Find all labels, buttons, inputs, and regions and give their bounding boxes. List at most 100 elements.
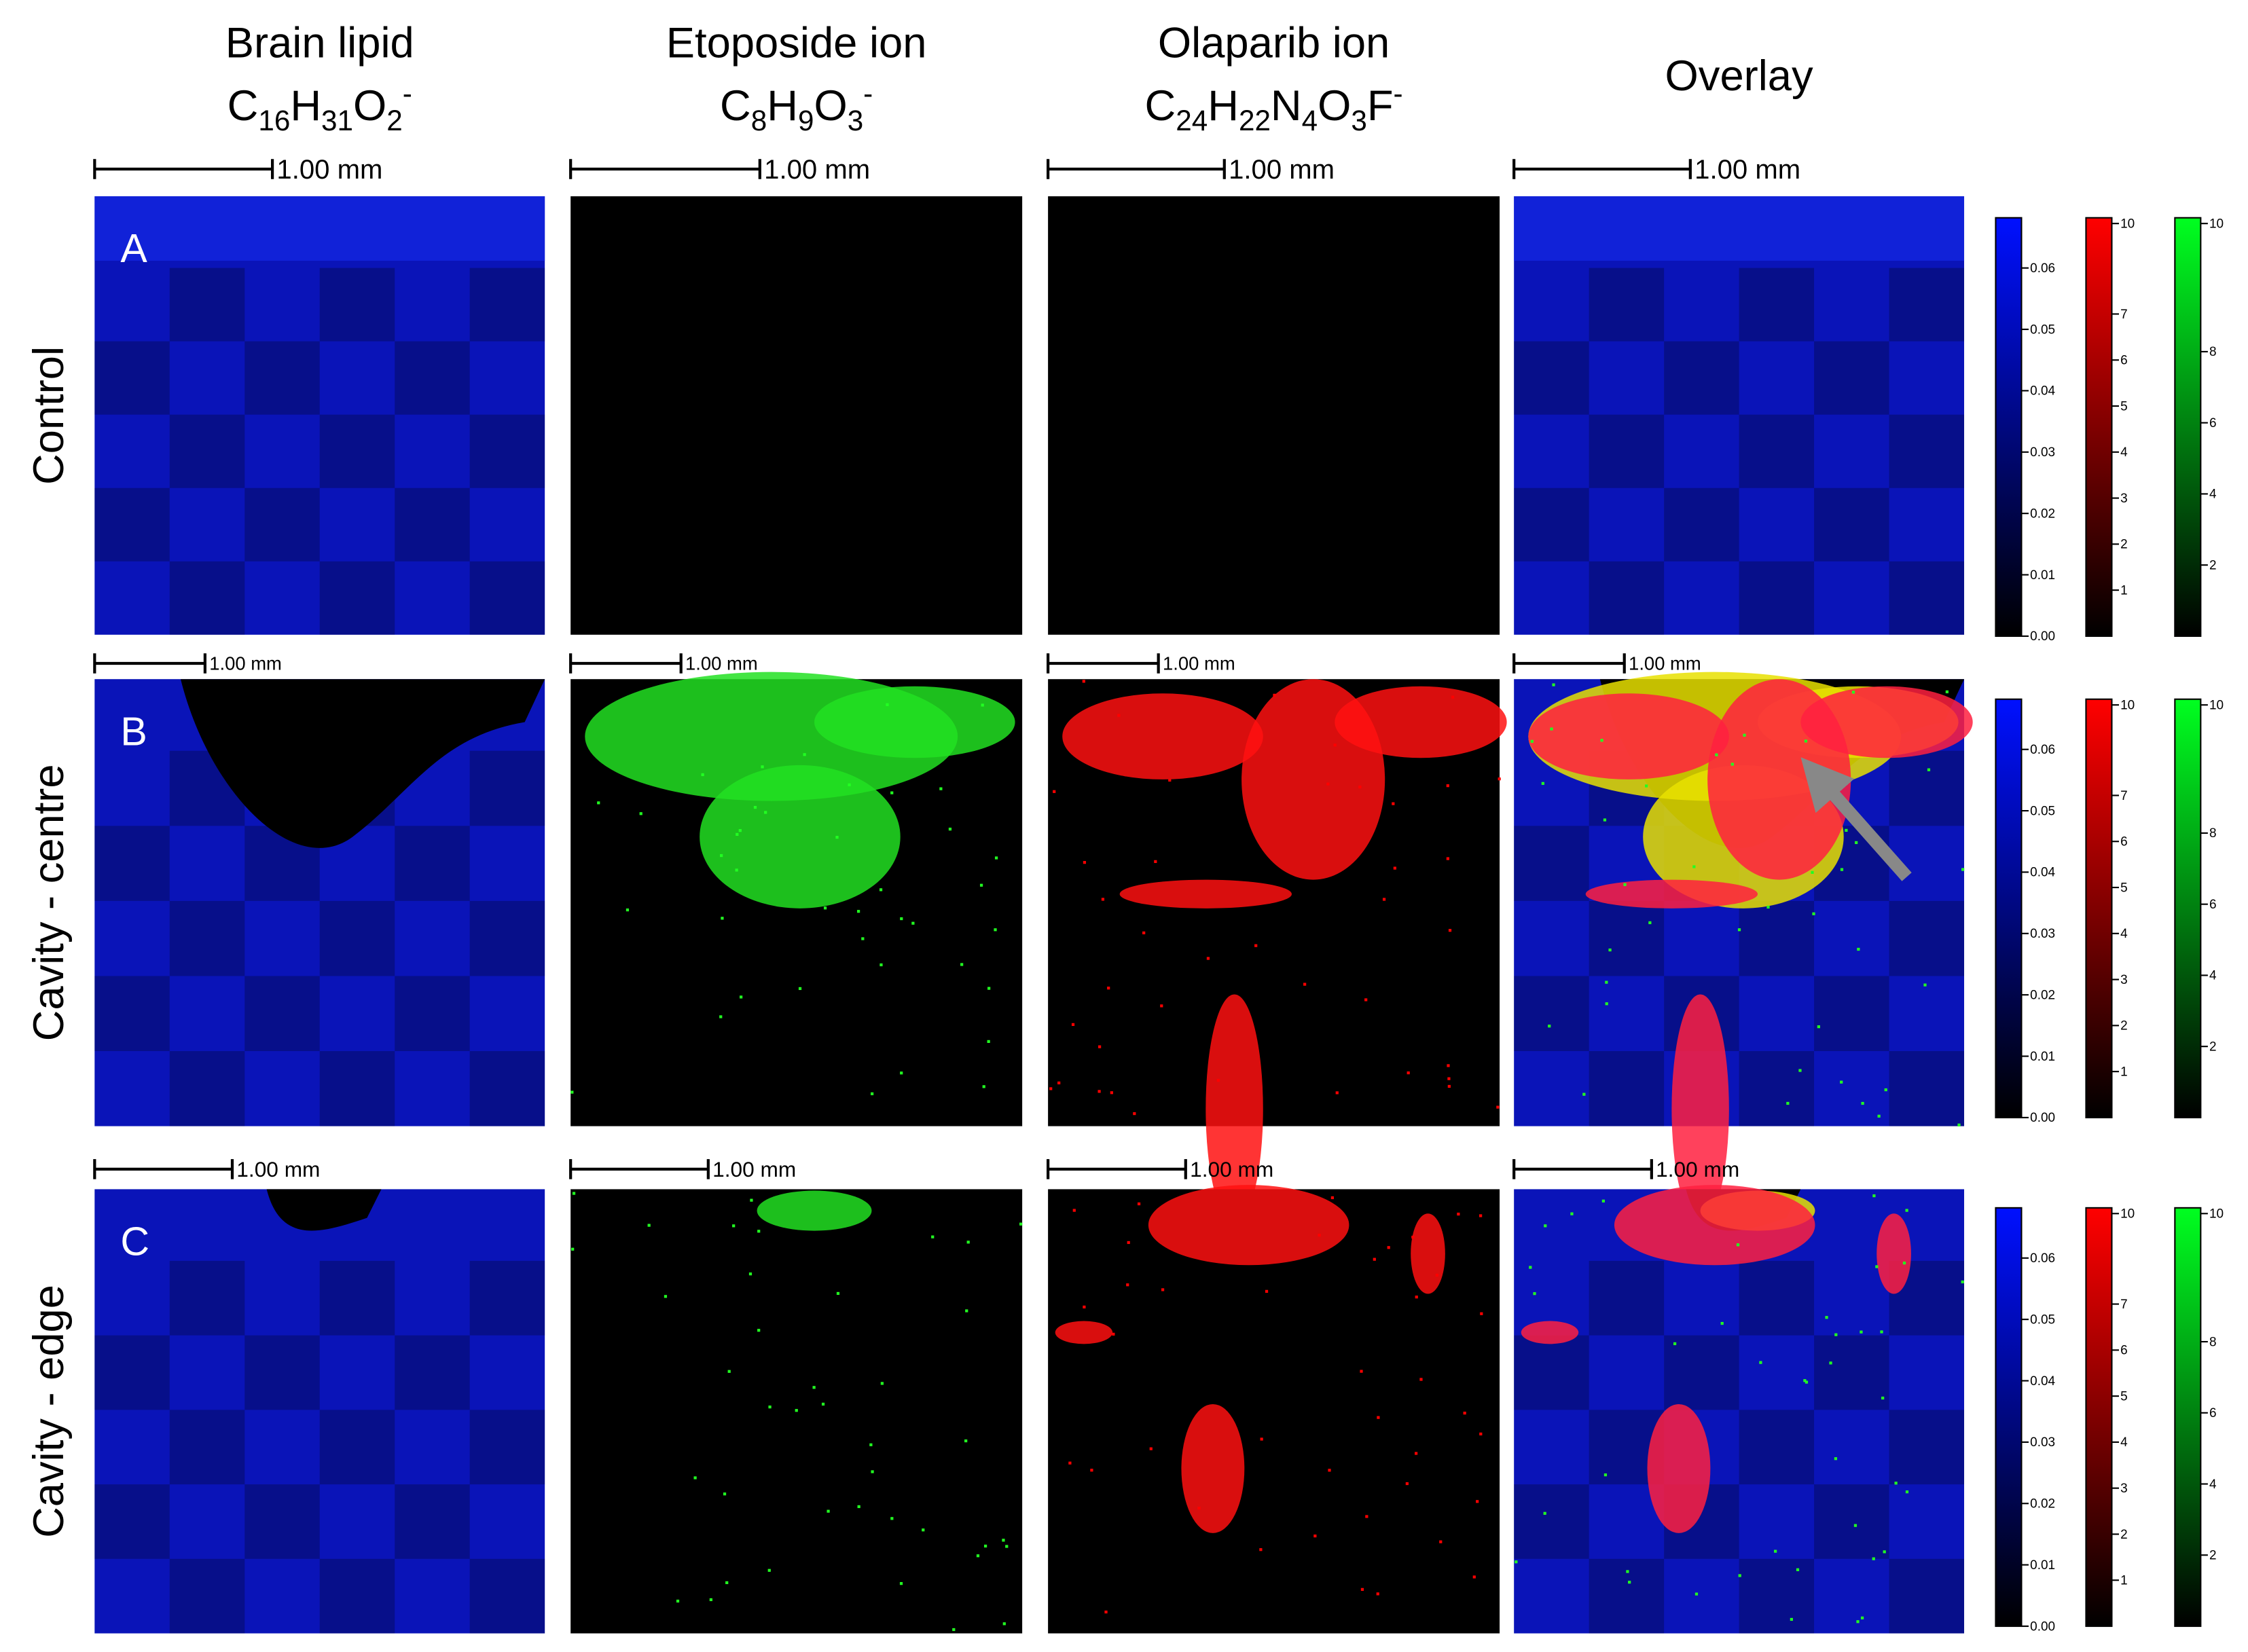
tile (1889, 1051, 1965, 1126)
signal-dot (1435, 1273, 1438, 1277)
tile (395, 341, 470, 415)
signal-dot (1817, 1025, 1820, 1029)
panel-letter: C (120, 1219, 149, 1264)
element-symbol: O (353, 82, 386, 130)
tile (395, 826, 470, 901)
signal-dot (1358, 785, 1362, 789)
element-symbol: H (767, 82, 798, 130)
tile (1889, 900, 1965, 976)
signal-dot (879, 888, 883, 892)
signal-dot (1479, 1214, 1483, 1217)
tile (1589, 268, 1665, 342)
tile (94, 1335, 170, 1410)
signal-dot (732, 1224, 736, 1228)
row-label: Cavity - centre (25, 764, 73, 1041)
signal-dot (1552, 683, 1555, 686)
signal-blob (1055, 1321, 1113, 1344)
signal-dot (1104, 1610, 1108, 1614)
signal-blob (1205, 994, 1263, 1224)
tile (319, 1410, 395, 1485)
signal-dot (1529, 1266, 1532, 1269)
element-count: 16 (258, 105, 290, 136)
signal-dot (1543, 1511, 1546, 1515)
signal-dot (1448, 929, 1452, 932)
colorbar-label: 7 (2120, 308, 2128, 322)
bright-band (94, 196, 545, 261)
signal-blob (814, 686, 1015, 758)
signal-blob (1585, 879, 1758, 908)
colorbar-label: 3 (2120, 1482, 2128, 1496)
colorbar-label: 0.01 (2030, 1050, 2055, 1064)
colorbar-label: 0.04 (2030, 1374, 2055, 1389)
image-panel (570, 196, 1023, 635)
colorbar-label: 5 (2120, 881, 2128, 895)
charge: - (863, 77, 873, 109)
tile (1889, 268, 1965, 342)
image-panel (1048, 1185, 1500, 1634)
signal-dot (1601, 1199, 1606, 1203)
tile (1664, 1335, 1739, 1410)
signal-dot (1737, 928, 1741, 932)
colorbar-label: 1 (2120, 1065, 2128, 1079)
signal-dot (798, 987, 802, 991)
tile (1739, 1558, 1815, 1634)
signal-dot (1333, 744, 1337, 747)
signal-dot (1730, 763, 1734, 766)
panel-letter: B (120, 709, 147, 754)
signal-dot (1905, 1209, 1908, 1212)
signal-blob (1119, 879, 1292, 908)
colorbar-label: 0.05 (2030, 1313, 2055, 1327)
signal-dot (1019, 1222, 1023, 1226)
element-count: 24 (1176, 105, 1208, 136)
signal-dot (982, 1085, 985, 1088)
signal-dot (981, 703, 984, 707)
signal-dot (761, 765, 764, 769)
element-count: 4 (1302, 105, 1318, 136)
colorbar-label: 10 (2209, 217, 2224, 232)
signal-dot (1694, 1592, 1699, 1596)
signal-dot (1254, 944, 1258, 947)
colorbar (1995, 1207, 2023, 1628)
signal-dot (1112, 1332, 1115, 1336)
signal-dot (1107, 987, 1110, 990)
signal-dot (748, 1272, 753, 1276)
signal-dot (1855, 841, 1858, 845)
signal-dot (1860, 1616, 1864, 1619)
colorbar-label: 6 (2209, 416, 2217, 430)
tile (169, 1410, 245, 1485)
colorbar-label: 0.06 (2030, 743, 2055, 757)
signal-dot (1845, 828, 1848, 832)
colorbar (2085, 698, 2113, 1118)
signal-dot (900, 917, 903, 921)
colorbar-label: 4 (2209, 488, 2217, 502)
signal-blob (1528, 693, 1729, 779)
element-count: 3 (1351, 105, 1366, 136)
tile (94, 341, 170, 415)
colorbar-label: 5 (2120, 399, 2128, 414)
colorbar-label: 0.03 (2030, 1435, 2055, 1450)
signal-dot (911, 921, 915, 925)
cavity (266, 1189, 382, 1231)
signal-dot (626, 908, 630, 912)
signal-dot (1628, 1581, 1631, 1584)
signal-dot (856, 910, 860, 913)
tile (244, 488, 320, 562)
element-symbol: N (1271, 82, 1302, 130)
signal-dot (757, 1329, 761, 1332)
signal-dot (1259, 1548, 1263, 1552)
colorbar (2174, 698, 2202, 1118)
colorbar-label: 4 (2209, 969, 2217, 983)
signal-dot (1811, 870, 1814, 874)
tile (1889, 414, 1965, 488)
signal-dot (965, 1309, 968, 1313)
signal-dot (1127, 1241, 1130, 1245)
signal-blob (1062, 693, 1263, 779)
signal-dot (1360, 1370, 1363, 1373)
colorbar-label: 0.06 (2030, 261, 2055, 276)
signal-dot (890, 791, 894, 794)
signal-dot (1265, 1289, 1269, 1293)
formula: C16​H31​O2​- (228, 77, 412, 136)
colorbar-label: 3 (2120, 492, 2128, 506)
signal-dot (1197, 1507, 1201, 1510)
panel-bg (94, 1189, 545, 1634)
